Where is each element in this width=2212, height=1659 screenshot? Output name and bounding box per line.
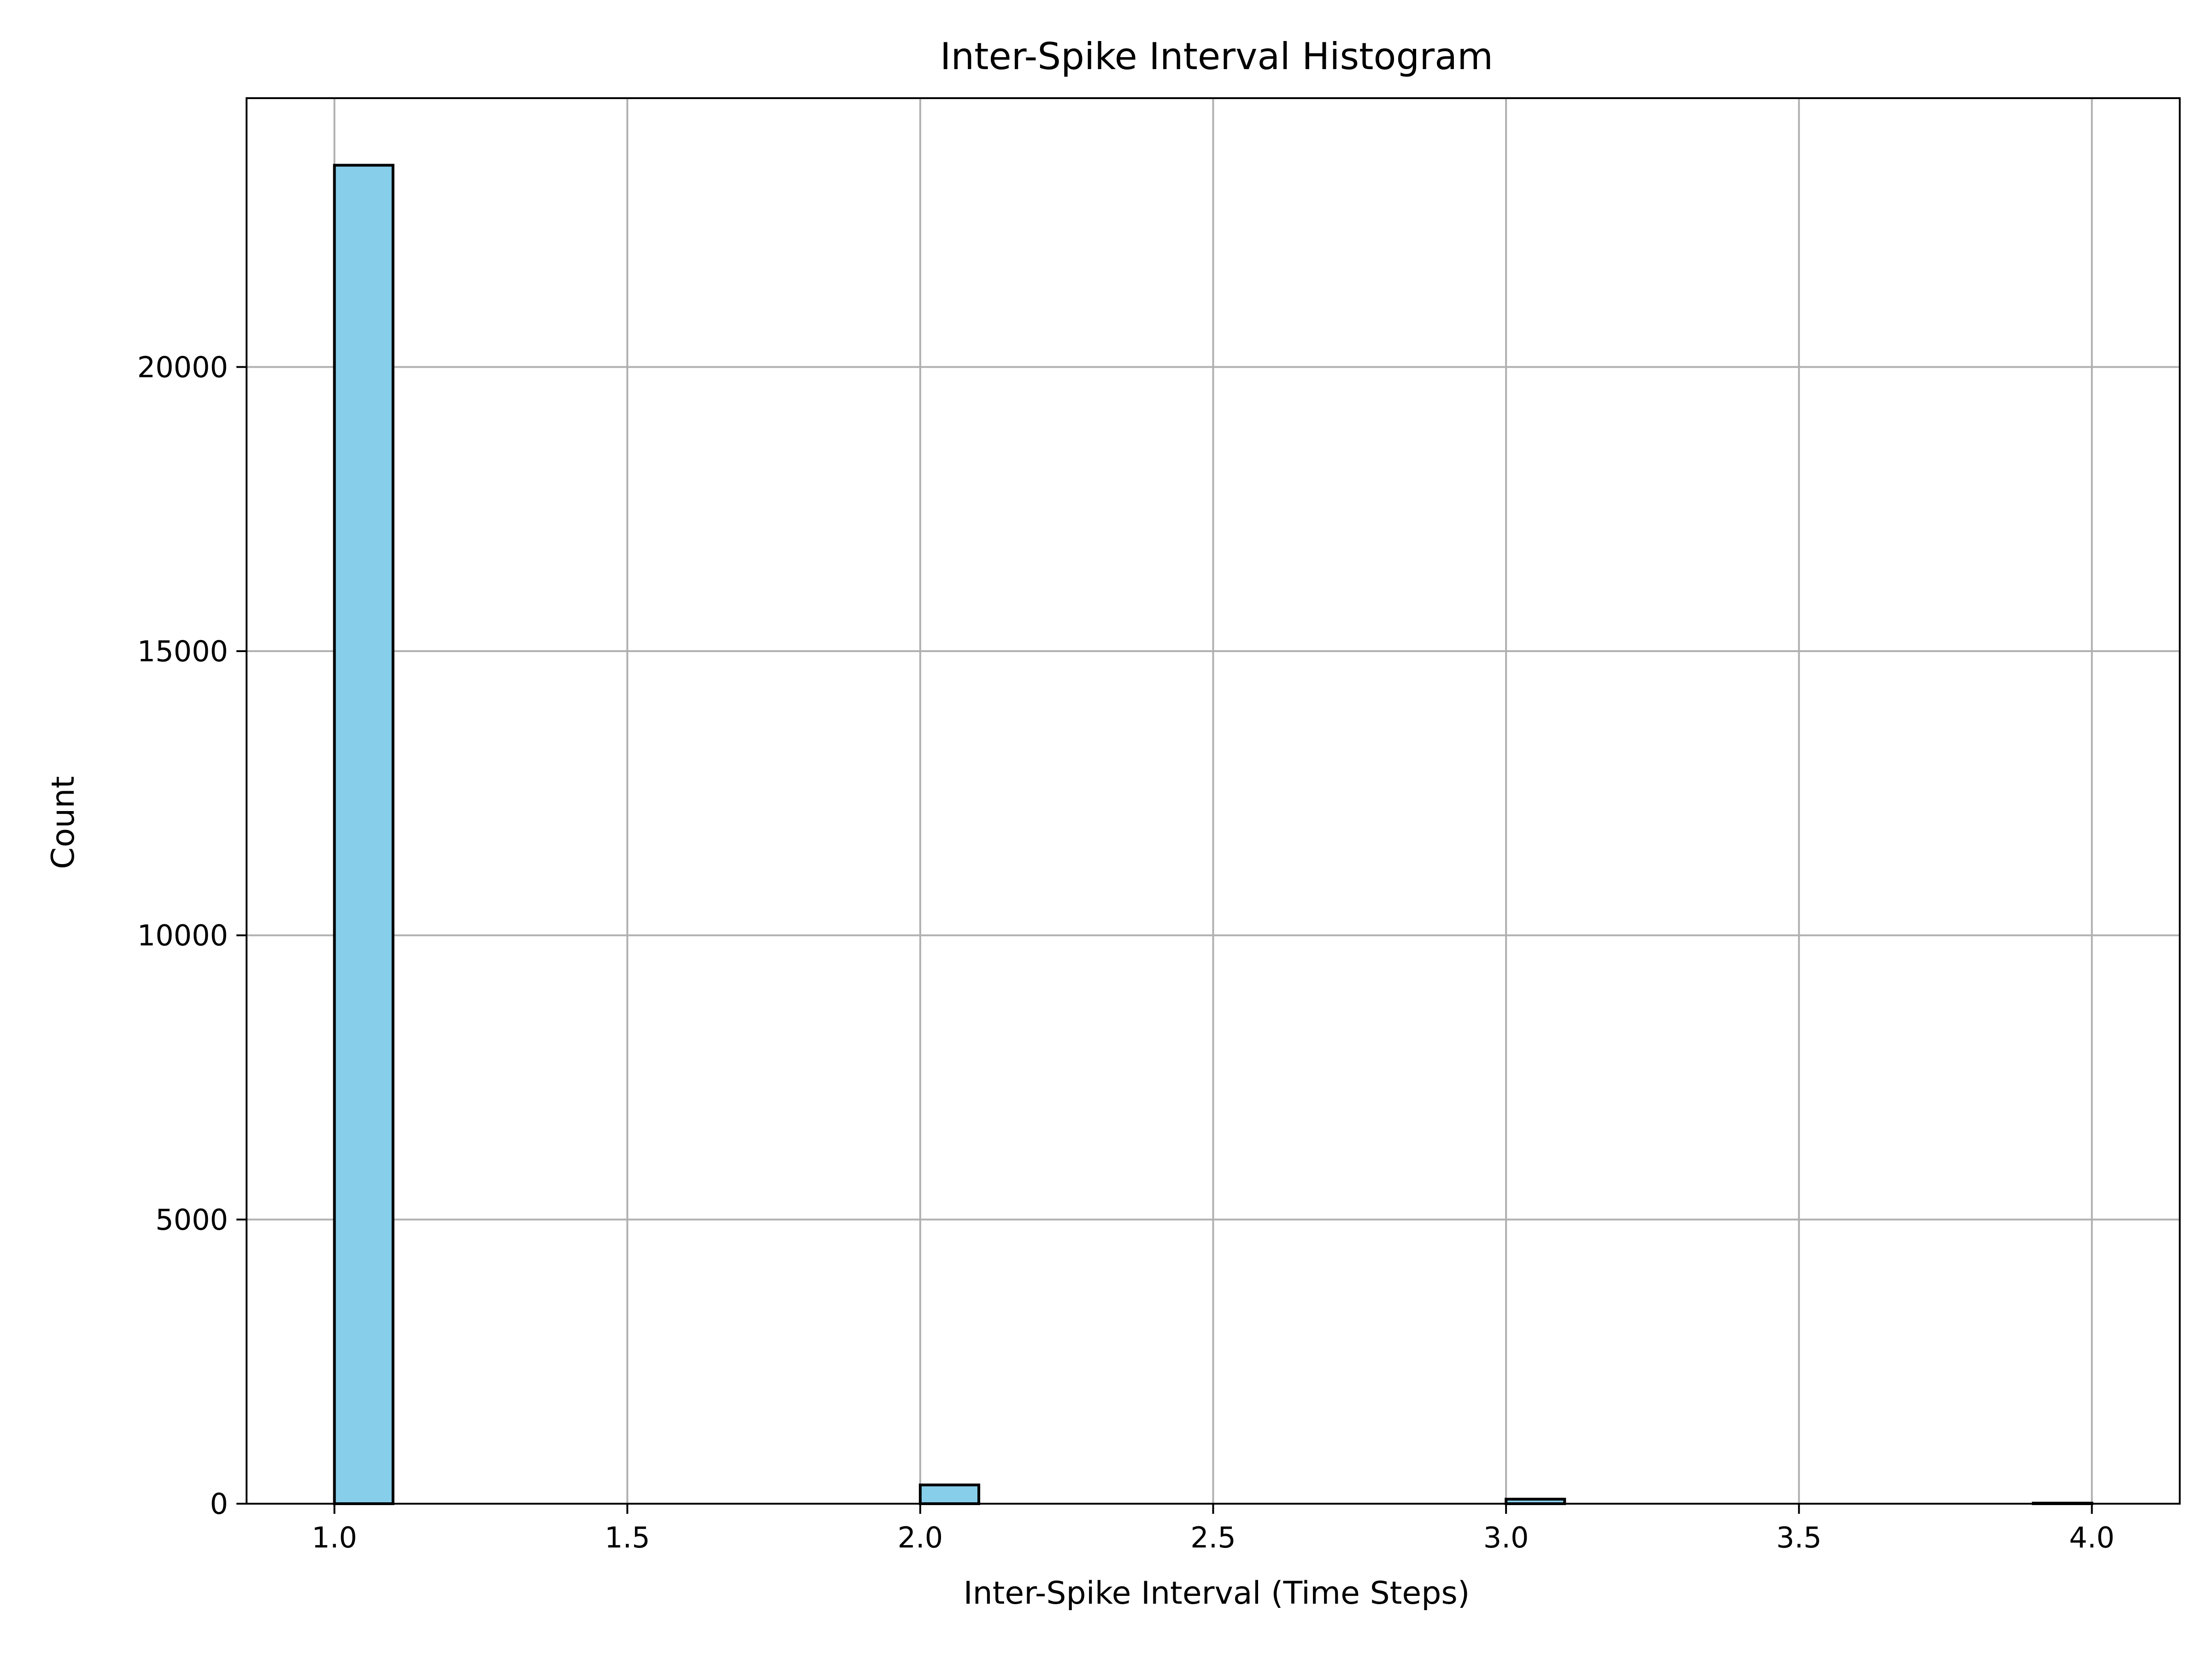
y-tick-label: 10000 bbox=[137, 919, 228, 953]
x-tick-label: 1.5 bbox=[605, 1521, 650, 1554]
x-axis-ticks: 1.0 1.5 2.0 2.5 3.0 3.5 4.0 bbox=[312, 1504, 2115, 1554]
x-tick-label: 3.5 bbox=[1776, 1521, 1822, 1554]
x-tick-label: 3.0 bbox=[1483, 1521, 1529, 1554]
histogram-bar bbox=[333, 164, 394, 1505]
x-axis-label: Inter-Spike Interval (Time Steps) bbox=[964, 1575, 1470, 1612]
y-tick-label: 20000 bbox=[137, 350, 228, 384]
y-tick-label: 5000 bbox=[155, 1203, 228, 1236]
x-tick-label: 4.0 bbox=[2069, 1521, 2115, 1554]
x-tick-label: 1.0 bbox=[312, 1521, 357, 1554]
x-tick-label: 2.0 bbox=[898, 1521, 943, 1554]
y-tick-label: 0 bbox=[210, 1487, 228, 1521]
histogram-bar bbox=[918, 1483, 981, 1506]
y-axis-ticks: 0 5000 10000 15000 20000 bbox=[137, 350, 247, 1521]
y-tick-label: 15000 bbox=[137, 635, 228, 668]
y-axis-label: Count bbox=[45, 776, 82, 869]
grid-lines bbox=[247, 98, 2180, 1505]
x-tick-label: 2.5 bbox=[1190, 1521, 1236, 1554]
chart-title: Inter-Spike Interval Histogram bbox=[940, 35, 1493, 78]
